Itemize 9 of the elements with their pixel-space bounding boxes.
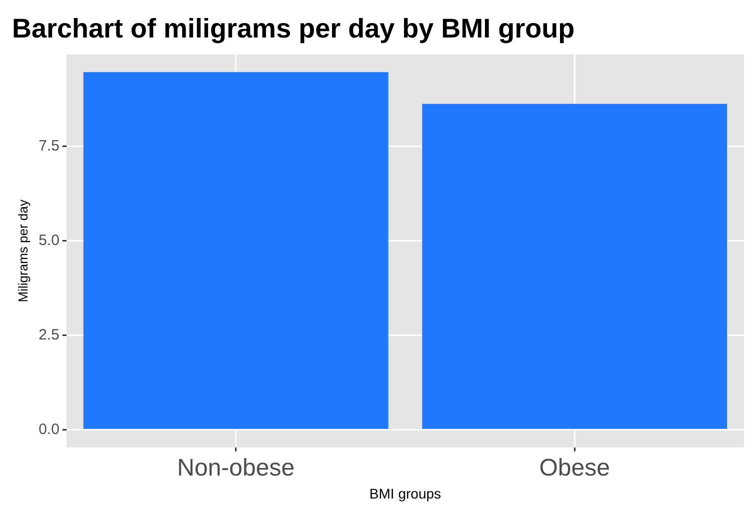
chart-title: Barchart of miligrams per day by BMI group: [12, 14, 575, 44]
x-axis-title: BMI groups: [369, 485, 442, 502]
y-axis-title: Miligrams per day: [15, 199, 30, 302]
x-tick-label: Obese: [539, 454, 610, 482]
x-tick-label: Non-obese: [177, 454, 295, 482]
y-tick-label: 2.5: [38, 326, 60, 344]
y-tick-label: 7.5: [38, 137, 60, 154]
y-tick-label: 5.0: [38, 232, 60, 249]
y-tick-label: 0.0: [38, 420, 60, 438]
